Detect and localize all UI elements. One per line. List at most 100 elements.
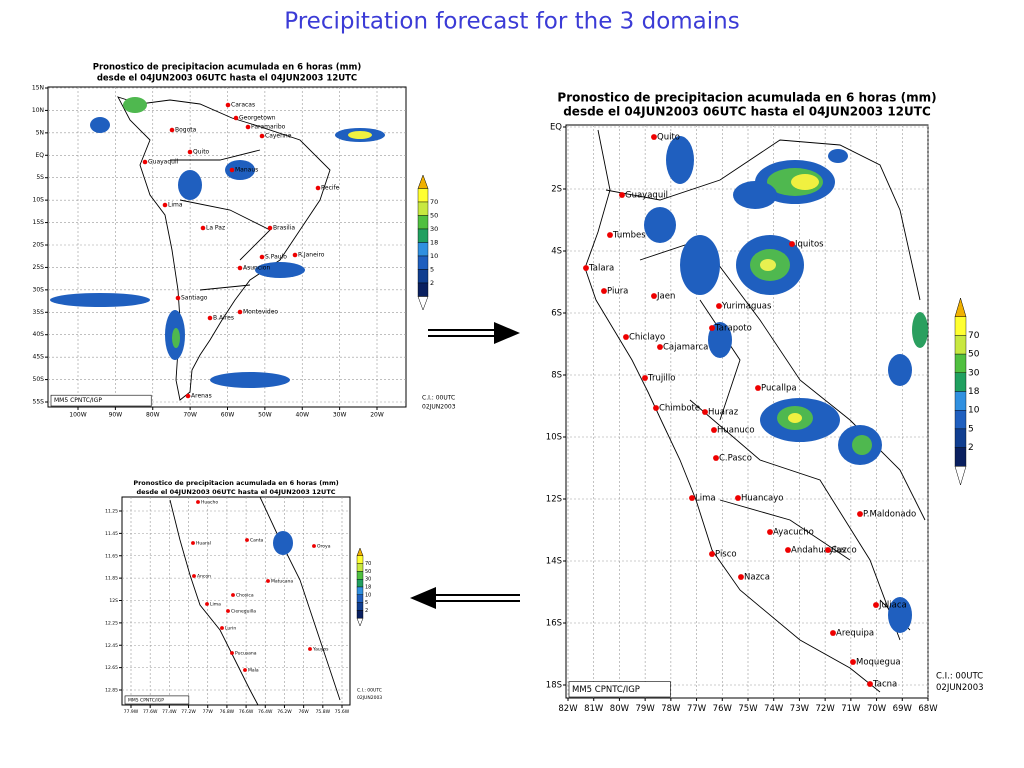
lon-label: 60W xyxy=(221,412,235,419)
legend-swatch xyxy=(954,335,967,355)
city-label: Huaral xyxy=(196,541,211,547)
map-frame xyxy=(121,496,351,706)
city-marker xyxy=(583,265,589,271)
legend-label: 2 xyxy=(430,279,434,287)
lon-label: 81W xyxy=(584,704,604,714)
city-marker xyxy=(142,159,148,165)
lat-label: 15S xyxy=(33,219,45,226)
city-label: Ancon xyxy=(197,574,211,580)
city-label: Huanuco xyxy=(717,426,755,436)
city-label: Arenas xyxy=(191,393,212,400)
init-time: C.I.: 00UTC xyxy=(422,395,455,402)
city-label: Quito xyxy=(193,149,210,156)
lon-label: 76W xyxy=(299,709,310,715)
city-label: Brasilia xyxy=(273,225,295,232)
lon-label: 40W xyxy=(295,412,309,419)
city-marker xyxy=(237,265,243,271)
city-label: Moquegua xyxy=(856,658,901,668)
city-marker xyxy=(642,375,648,381)
city-marker xyxy=(226,609,230,613)
lat-label: 5N xyxy=(36,129,44,136)
city-marker xyxy=(651,293,657,299)
lon-label: 69W xyxy=(893,704,913,714)
map-title: desde el 04JUN2003 06UTC hasta el 04JUN2… xyxy=(97,74,357,84)
city-label: Huancayo xyxy=(741,494,784,504)
lon-label: 74W xyxy=(764,704,784,714)
city-marker xyxy=(245,538,249,542)
lat-label: 25S xyxy=(33,264,45,271)
city-label: Lima xyxy=(695,494,716,504)
city-label: Canta xyxy=(250,538,264,544)
map-title: Pronostico de precipitacion acumulada en… xyxy=(133,479,338,487)
city-marker xyxy=(308,647,312,651)
init-time: 02JUN2003 xyxy=(936,683,984,693)
city-label: Nazca xyxy=(744,573,770,583)
lon-label: 50W xyxy=(258,412,272,419)
lat-label: 55S xyxy=(33,399,45,406)
lat-label: 6S xyxy=(551,309,562,319)
lat-label: 10S xyxy=(33,197,45,204)
city-label: Quito xyxy=(657,133,680,143)
map-title: desde el 04JUN2003 06UTC hasta el 04JUN2… xyxy=(136,488,335,496)
lon-label: 76.4W xyxy=(258,709,273,715)
lon-label: 77.6W xyxy=(143,709,158,715)
legend-label: 18 xyxy=(365,585,371,591)
city-label: Bogota xyxy=(175,127,197,134)
map-frame xyxy=(565,124,929,699)
map-title: desde el 04JUN2003 06UTC hasta el 04JUN2… xyxy=(563,105,931,119)
city-marker xyxy=(267,225,273,231)
lon-label: 75W xyxy=(738,704,758,714)
lat-label: 10N xyxy=(32,107,44,114)
lat-label: 12S xyxy=(546,495,562,505)
city-label: Yurimaguas xyxy=(721,302,772,312)
lat-label: 12.65 xyxy=(105,665,118,671)
city-marker xyxy=(312,544,316,548)
legend-label: 5 xyxy=(430,266,434,274)
city-marker xyxy=(735,495,741,501)
legend-swatch xyxy=(356,594,364,603)
lat-label: 11.45 xyxy=(105,531,118,537)
city-marker xyxy=(169,127,175,133)
legend-swatch xyxy=(417,242,429,257)
city-marker xyxy=(867,681,873,687)
lat-label: 5S xyxy=(36,174,44,181)
city-label: Trujillo xyxy=(647,374,675,384)
city-label: Chimbote xyxy=(659,404,700,414)
lat-label: 12.25 xyxy=(105,620,118,626)
city-label: Pucusana xyxy=(235,651,257,657)
city-label: Tarapoto xyxy=(714,324,752,334)
city-marker xyxy=(196,500,200,504)
city-marker xyxy=(192,574,196,578)
city-label: Talara xyxy=(588,264,614,274)
legend-swatch xyxy=(417,269,429,284)
legend-label: 30 xyxy=(968,368,980,378)
lat-label: 11.65 xyxy=(105,553,118,559)
city-label: R.Janeiro xyxy=(298,252,325,259)
legend-label: 2 xyxy=(365,608,368,614)
lat-label: 20S xyxy=(33,242,45,249)
legend-swatch xyxy=(417,188,429,203)
legend-swatch xyxy=(417,282,429,297)
legend-swatch xyxy=(356,586,364,596)
city-label: Tacna xyxy=(872,680,897,690)
city-marker xyxy=(292,252,298,258)
legend-swatch xyxy=(954,353,967,374)
city-marker xyxy=(785,547,791,553)
city-marker xyxy=(259,254,265,260)
lon-label: 30W xyxy=(333,412,347,419)
legend-swatch xyxy=(954,316,967,336)
border xyxy=(170,149,271,291)
legend-swatch xyxy=(954,372,967,392)
lat-label: 16S xyxy=(546,619,562,629)
lon-label: 76W xyxy=(713,704,733,714)
border xyxy=(605,139,926,641)
city-marker xyxy=(857,511,863,517)
lon-label: 70W xyxy=(867,704,887,714)
city-label: Cayenne xyxy=(265,133,292,140)
legend-swatch xyxy=(356,579,364,588)
city-label: Lima xyxy=(168,202,183,209)
legend-label: 30 xyxy=(365,577,371,583)
init-time: C.I.: 00UTC xyxy=(936,672,983,682)
lat-label: 12S xyxy=(109,598,118,604)
city-marker xyxy=(607,232,613,238)
